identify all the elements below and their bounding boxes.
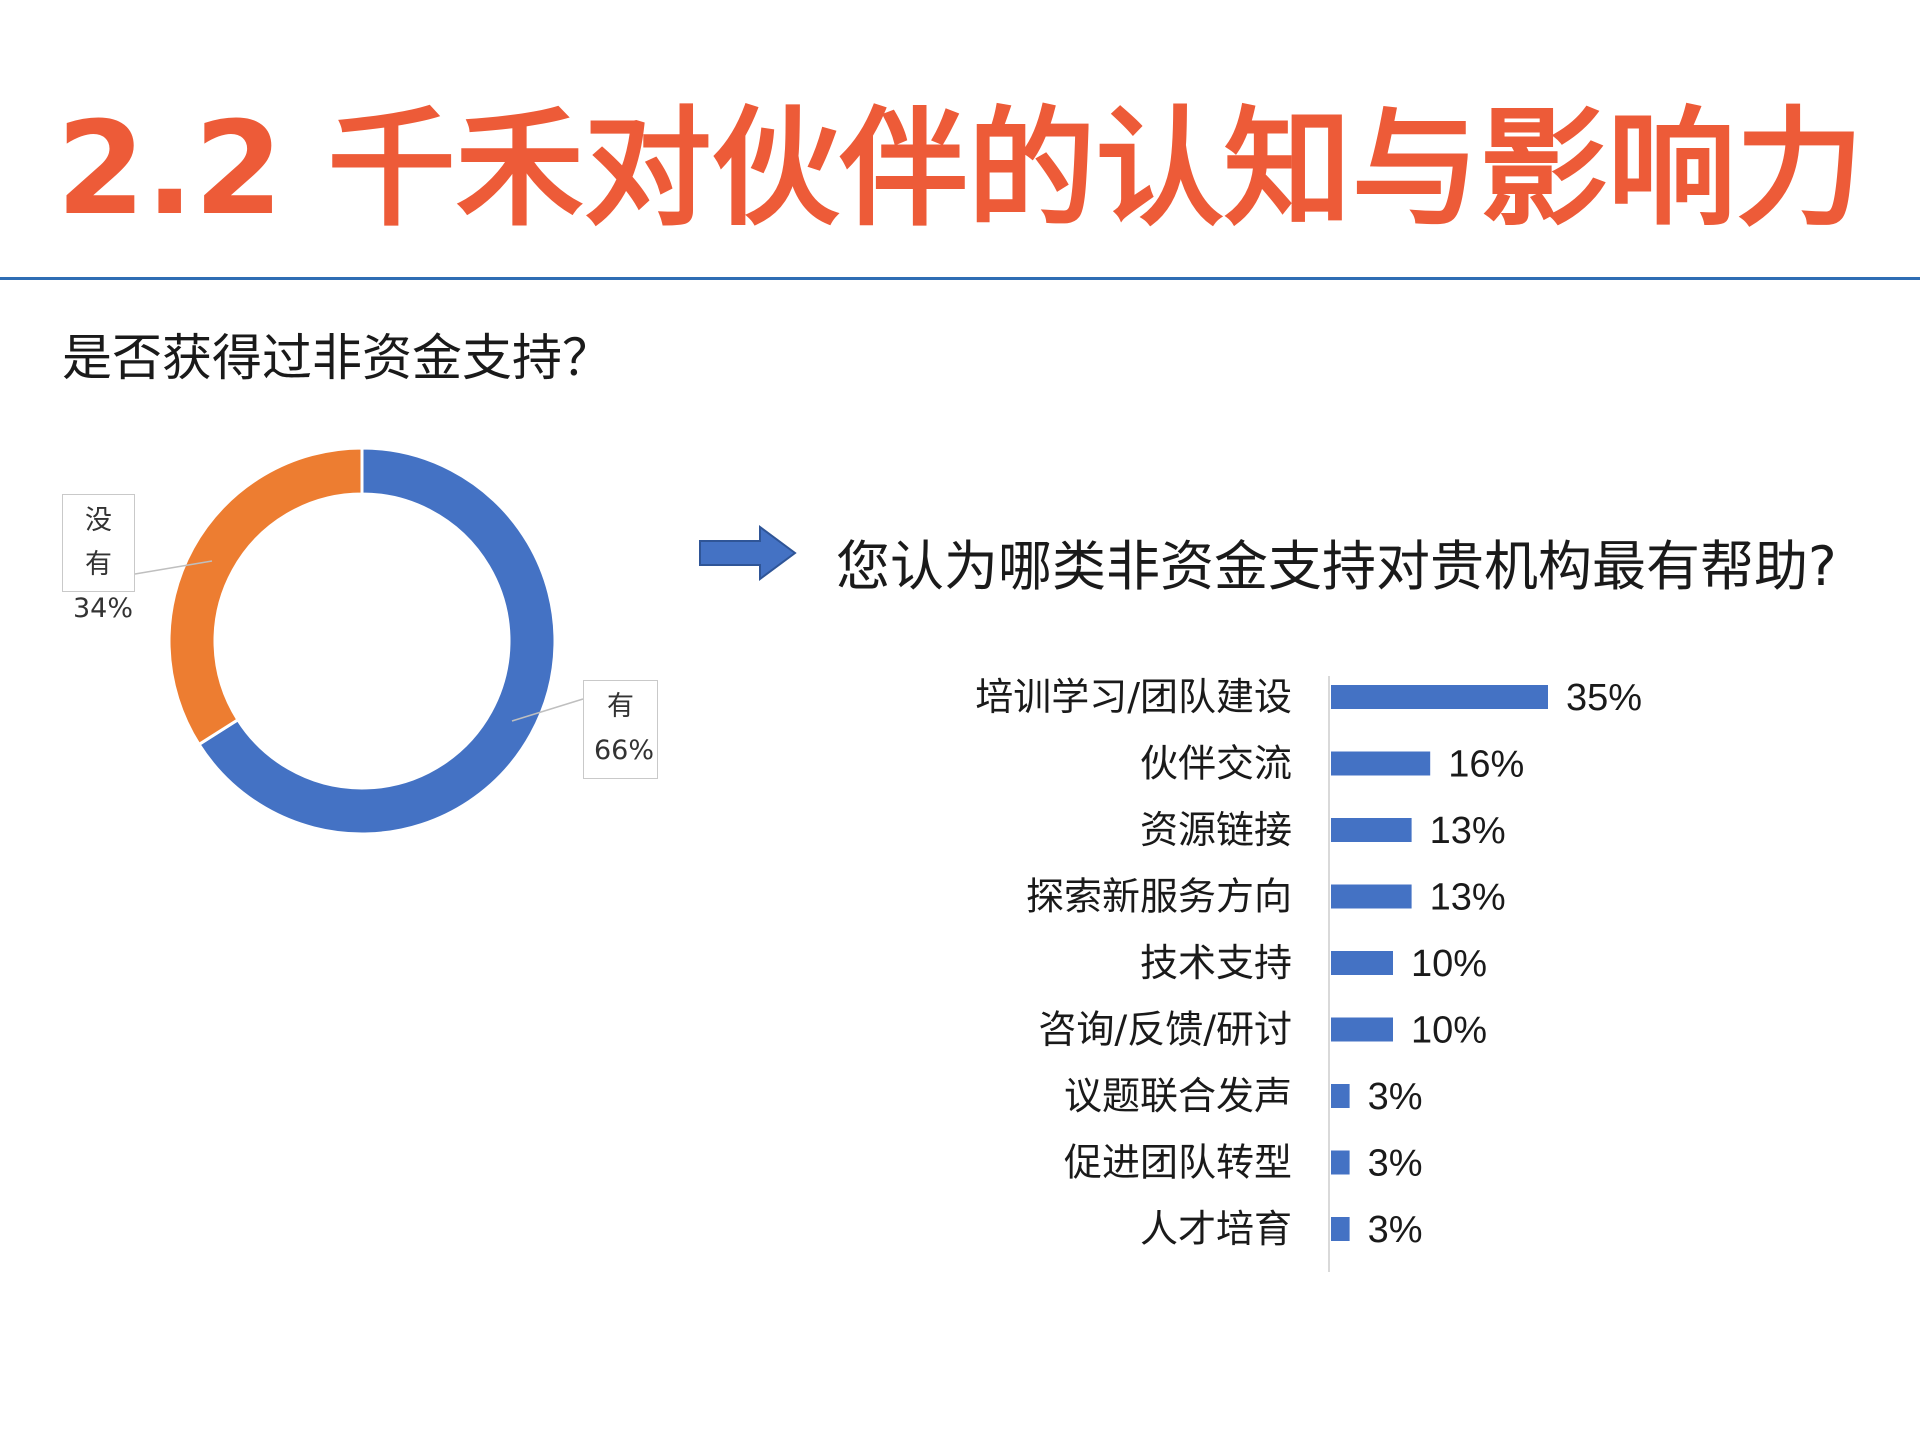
- right-arrow-icon: [699, 525, 797, 581]
- bar-category-label: 人才培育: [1140, 1207, 1292, 1251]
- slide-title: 2.2 千禾对伙伴的认知与影响力: [56, 95, 1864, 244]
- leader-line-no: [134, 560, 213, 575]
- bar-value-label: 3%: [1368, 1209, 1423, 1251]
- donut-label-no-name: 没有: [85, 505, 112, 580]
- bar-8: [1331, 1150, 1350, 1175]
- bar-value-label: 16%: [1448, 744, 1524, 786]
- bar-6: [1331, 1017, 1393, 1042]
- leader-line-yes: [511, 698, 584, 722]
- donut-slice-yes: [196, 446, 557, 836]
- bar-9: [1331, 1217, 1350, 1241]
- donut-label-yes: 有 66%: [583, 680, 658, 779]
- bar-value-label: 13%: [1430, 810, 1506, 852]
- bar-category-label: 议题联合发声: [1064, 1074, 1292, 1118]
- bar-category-label: 咨询/反馈/研讨: [1038, 1008, 1292, 1052]
- bar-1: [1331, 685, 1548, 709]
- title-divider: [0, 277, 1920, 280]
- donut-label-yes-name: 有: [607, 691, 634, 722]
- bar-category-label: 促进团队转型: [1064, 1141, 1292, 1185]
- bar-category-label: 技术支持: [1140, 941, 1292, 985]
- bar-value-label: 10%: [1411, 1010, 1487, 1052]
- bar-value-label: 13%: [1430, 877, 1506, 919]
- bar-value-label: 10%: [1411, 943, 1487, 985]
- bar-value-label: 3%: [1368, 1076, 1423, 1118]
- bar-category-label: 伙伴交流: [1140, 742, 1292, 786]
- bar-3: [1331, 818, 1412, 842]
- bar-5: [1331, 951, 1393, 975]
- question-non-funding-support: 是否获得过非资金支持？: [62, 329, 612, 387]
- bar-category-label: 探索新服务方向: [1026, 875, 1292, 919]
- bar-2: [1331, 751, 1431, 776]
- bar-7: [1331, 1084, 1350, 1108]
- bar-category-label: 资源链接: [1140, 808, 1292, 852]
- bar-4: [1331, 884, 1412, 909]
- bar-category-label: 培训学习/团队建设: [975, 675, 1292, 719]
- donut-label-no-value: 34%: [73, 593, 134, 624]
- question-most-helpful-support: 您认为哪类非资金支持对贵机构最有帮助?: [836, 535, 1837, 598]
- bar-value-label: 3%: [1368, 1143, 1423, 1185]
- bar-value-label: 35%: [1566, 677, 1642, 719]
- donut-label-yes-value: 66%: [594, 735, 655, 766]
- donut-label-no: 没有 34%: [62, 494, 135, 624]
